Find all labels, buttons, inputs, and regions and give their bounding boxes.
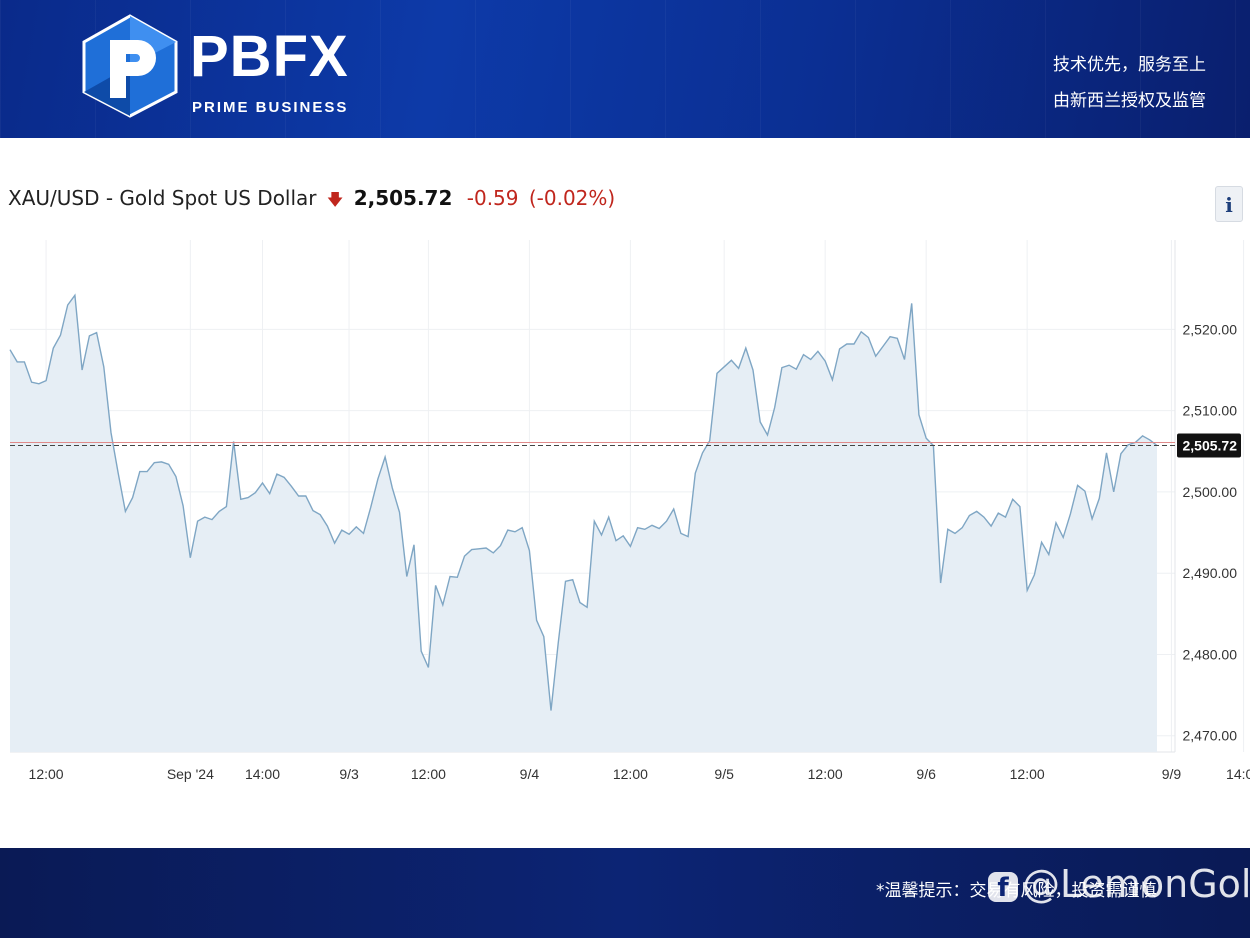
- watermark: f@LemonGold: [988, 862, 1250, 906]
- arrow-down-icon: 🡇: [326, 190, 344, 209]
- pbfx-logo-icon: [82, 14, 178, 118]
- y-tick-label: 2,480.00: [1183, 646, 1238, 662]
- x-tick-label: Sep '24: [167, 766, 214, 782]
- y-tick-label: 2,490.00: [1183, 565, 1238, 581]
- y-tick-label: 2,500.00: [1183, 484, 1238, 500]
- current-price-tag-background: [1177, 433, 1241, 458]
- x-tick-label: 9/9: [1162, 766, 1182, 782]
- current-price-tag-label: 2,505.72: [1183, 437, 1238, 453]
- x-tick-label: 12:00: [613, 766, 648, 782]
- x-tick-label: 14:00: [1226, 766, 1250, 782]
- price-change-percent: (-0.02%): [528, 186, 616, 210]
- price-line: [9, 293, 1158, 711]
- x-tick-label: 9/4: [520, 766, 540, 782]
- x-tick-label: 14:00: [245, 766, 280, 782]
- y-tick-label: 2,470.00: [1183, 728, 1238, 744]
- info-button[interactable]: i: [1215, 186, 1243, 222]
- y-axis: 2,470.00 2,480.00 2,490.00 2,500.00 2,510.00…: [1183, 321, 1238, 743]
- price-change: -0.59: [466, 186, 519, 210]
- footer-banner: *温馨提示：交易有风险，投资需谨慎 f@LemonGold: [0, 848, 1250, 938]
- price-chart: 2,470.00 2,480.00 2,490.00 2,500.00 2,510.00…: [9, 240, 1250, 782]
- y-tick-label: 2,510.00: [1183, 403, 1238, 419]
- current-price-tag: 2,505.72: [1177, 433, 1241, 458]
- brand-header: PBFX PRIME BUSINESS 技术优先，服务至上 由新西兰授权及监管: [0, 0, 1250, 138]
- y-tick-label: 2,520.00: [1183, 321, 1238, 337]
- x-tick-label: 12:00: [808, 766, 843, 782]
- symbol-label: XAU/USD - Gold Spot US Dollar: [8, 186, 317, 210]
- current-price: 2,505.72: [353, 186, 453, 210]
- x-tick-label: 12:00: [29, 766, 64, 782]
- slogan-line-2: 由新西兰授权及监管: [1053, 91, 1206, 111]
- x-tick-label: 9/6: [916, 766, 936, 782]
- price-area-fill: [10, 295, 1157, 752]
- facebook-icon: f: [988, 871, 1018, 903]
- logo-subtitle: PRIME BUSINESS: [192, 99, 349, 116]
- logo-wordmark: PBFX: [190, 24, 349, 89]
- x-tick-label: 12:00: [411, 766, 446, 782]
- watermark-text: @LemonGold: [1022, 862, 1250, 906]
- x-axis: 12:00 Sep '24 14:00 9/3 12:00 9/4 12:00 9/5 12:0…: [29, 766, 1250, 782]
- chart-title: XAU/USD - Gold Spot US Dollar 🡇 2,505.72…: [8, 186, 615, 216]
- slogan-line-1: 技术优先，服务至上: [1053, 55, 1206, 75]
- x-tick-label: 9/3: [339, 766, 359, 782]
- x-tick-label: 12:00: [1010, 766, 1045, 782]
- x-tick-label: 9/5: [714, 766, 734, 782]
